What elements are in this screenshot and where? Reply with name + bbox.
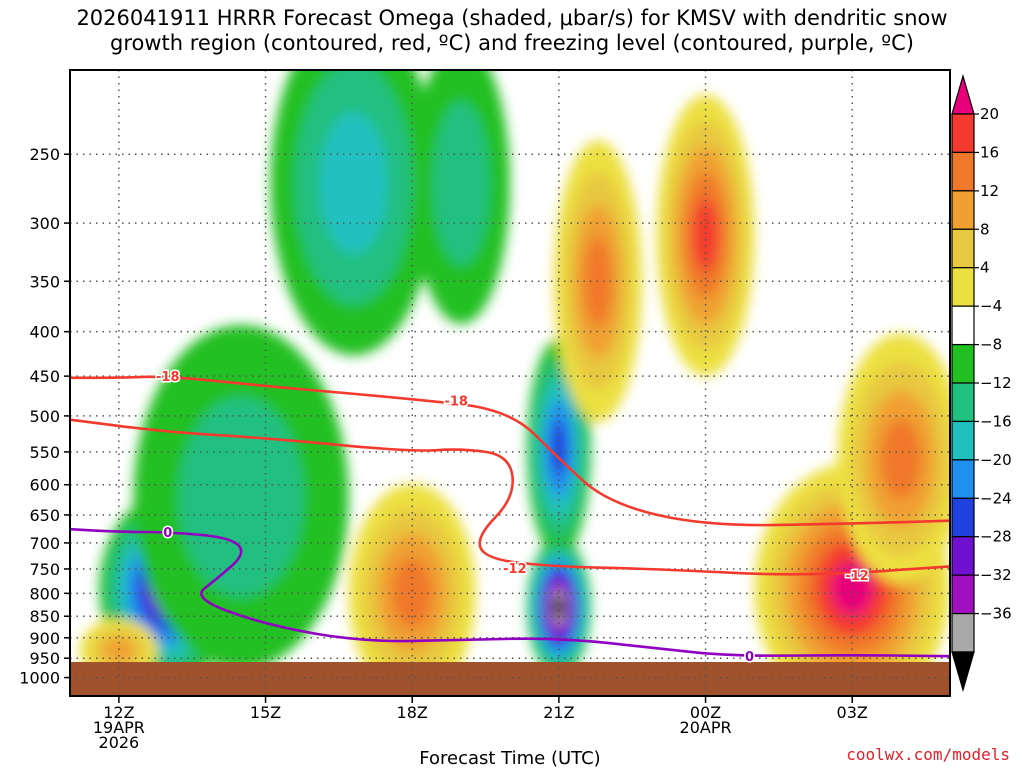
y-tick-650: 650 <box>29 506 60 525</box>
y-tick-750: 750 <box>29 560 60 579</box>
colorbar-bin-4 <box>951 228 975 269</box>
colorbar-bin-13 <box>951 574 975 615</box>
contour-label-freezing-0-0: 0 <box>163 526 172 541</box>
y-tick-950: 950 <box>29 649 60 668</box>
contour-dendritic--12 <box>70 418 950 576</box>
x-tick-label-18Z-0: 18Z <box>397 703 428 722</box>
ground-below-surface <box>70 662 950 696</box>
y-tick-300: 300 <box>29 214 60 233</box>
colorbar-label-2: 12 <box>980 182 999 200</box>
chart-title: 2026041911 HRRR Forecast Omega (shaded, … <box>76 6 948 55</box>
plot-frame <box>69 69 951 697</box>
colorbar-label-4: 4 <box>980 259 990 277</box>
y-tick-450: 450 <box>29 367 60 386</box>
colorbar-label-5: −4 <box>980 297 1002 315</box>
colorbar-bin-8 <box>951 382 975 423</box>
omega-feature-3-layer-1 <box>178 396 304 598</box>
colorbar-bin-0 <box>951 73 975 115</box>
omega-feature-10-layer-3 <box>392 558 433 629</box>
colorbar-bin-15 <box>951 651 975 693</box>
colorbar-bin-1 <box>951 113 975 154</box>
colorbar-label-9: −20 <box>980 451 1012 469</box>
contour-freezing-0 <box>70 527 950 658</box>
x-tick-label-12Z-0: 12Z <box>103 703 134 722</box>
omega-feature-5-layer-8 <box>552 596 565 618</box>
x-tick-label-00Z-0: 00Z <box>690 703 721 722</box>
colorbar-label-10: −24 <box>980 489 1012 507</box>
omega-feature-11-layer-2 <box>102 637 135 662</box>
colorbar-label-3: 8 <box>980 220 990 238</box>
y-tick-550: 550 <box>29 443 60 462</box>
colorbar-bin-11 <box>951 497 975 538</box>
colorbar-label-0: 20 <box>980 105 999 123</box>
y-tick-350: 350 <box>29 272 60 291</box>
colorbar-bin-9 <box>951 420 975 461</box>
colorbar-label-12: −32 <box>980 566 1012 584</box>
y-tick-500: 500 <box>29 407 60 426</box>
y-tick-850: 850 <box>29 607 60 626</box>
contour-label-dendritic--18-1: -18 <box>444 394 468 409</box>
colorbar-bin-14 <box>951 612 975 653</box>
site-credit: coolwx.com/models <box>846 745 1010 764</box>
y-tick-600: 600 <box>29 476 60 495</box>
colorbar-bin-7 <box>951 343 975 384</box>
colorbar-bin-5 <box>951 267 975 307</box>
colorbar-bin-10 <box>951 459 975 499</box>
y-tick-250: 250 <box>29 145 60 164</box>
y-tick-700: 700 <box>29 534 60 553</box>
colorbar-label-1: 16 <box>980 143 999 161</box>
contour-label-dendritic--18-0: -18 <box>156 370 180 385</box>
colorbar-label-7: −12 <box>980 374 1012 392</box>
x-tick-label-15Z-0: 15Z <box>250 703 281 722</box>
contour-dendritic--18 <box>70 375 950 527</box>
y-tick-1000: 1000 <box>19 669 60 688</box>
omega-feature-0-layer-2 <box>319 112 388 255</box>
colorbar-label-6: −8 <box>980 336 1002 354</box>
omega-feature-1-layer-1 <box>432 101 490 266</box>
y-tick-400: 400 <box>29 323 60 342</box>
x-tick-label-12Z-2: 2026 <box>99 733 140 752</box>
colorbar-bin-6 <box>951 305 975 346</box>
y-tick-800: 800 <box>29 584 60 603</box>
omega-feature-7-layer-3 <box>584 236 612 327</box>
colorbar-bin-2 <box>951 151 975 192</box>
x-tick-label-00Z-1: 20APR <box>680 718 732 737</box>
omega-feature-6-layer-4 <box>692 198 719 272</box>
contour-label-dendritic--12-0: -12 <box>503 562 527 577</box>
colorbar-bin-3 <box>951 190 975 230</box>
colorbar-bin-12 <box>951 536 975 576</box>
omega-feature-9-layer-3 <box>880 418 922 499</box>
colorbar-label-8: −16 <box>980 412 1012 430</box>
x-tick-label-12Z-1: 19APR <box>93 718 145 737</box>
colorbar-label-13: −36 <box>980 605 1012 623</box>
contour-label-freezing-0-1: 0 <box>745 650 754 665</box>
colorbar-label-11: −28 <box>980 528 1012 546</box>
x-axis-label: Forecast Time (UTC) <box>419 748 600 768</box>
omega-feature-8-layer-5 <box>830 561 874 616</box>
contour-label-dendritic--12-1: -12 <box>845 569 869 584</box>
x-tick-label-03Z-0: 03Z <box>837 703 868 722</box>
y-tick-900: 900 <box>29 629 60 648</box>
x-tick-label-21Z-0: 21Z <box>543 703 574 722</box>
